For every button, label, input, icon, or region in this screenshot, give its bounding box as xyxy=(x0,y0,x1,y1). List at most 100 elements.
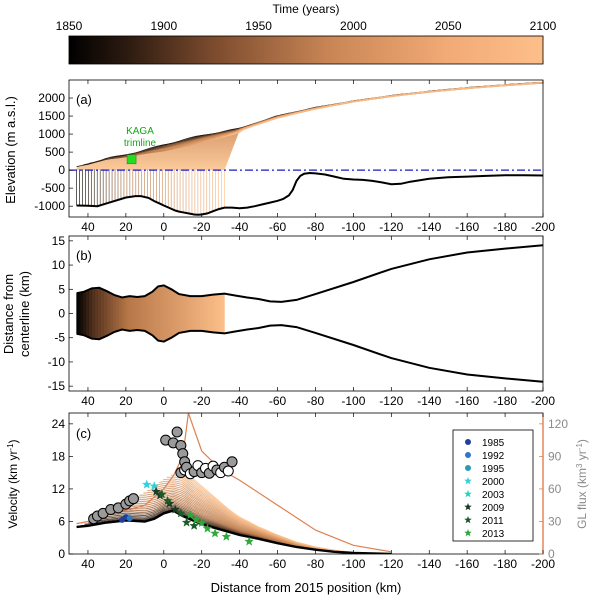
x-tick-label: -60 xyxy=(269,394,287,408)
x-tick-label: -160 xyxy=(455,394,479,408)
legend-label-2000: 2000 xyxy=(482,477,505,488)
surface-line xyxy=(202,83,539,143)
x-tick-label: 20 xyxy=(119,394,133,408)
panel-c: 40 20 0 -20 -40 -60 -80 -100 -120 -140 -160 -180 -20… xyxy=(6,412,590,595)
observed-point xyxy=(127,493,139,505)
legend-label-1985: 1985 xyxy=(482,438,505,449)
x-tick-label: -100 xyxy=(341,557,365,571)
legend-marker-1992 xyxy=(465,452,471,458)
x-tick-label: 0 xyxy=(160,220,167,234)
x-tick-label: -200 xyxy=(531,557,555,571)
colorbar-tick-2050: 2050 xyxy=(435,19,462,33)
panel-c-y-ticks: 24 18 12 6 0 xyxy=(52,417,73,561)
x-tick-label: -100 xyxy=(341,220,365,234)
surface-line xyxy=(183,81,543,147)
obs-2011-point xyxy=(157,489,167,499)
x-tick-label: -40 xyxy=(231,394,249,408)
panel-b-y-ticks: 15 10 5 0 -5 -10 -15 xyxy=(48,234,73,393)
panel-b-terminus-lines xyxy=(76,285,225,342)
surface-line xyxy=(221,82,541,138)
colorbar-tick-labels: 1850 1900 1950 2000 2050 2100 xyxy=(56,19,557,64)
panel-b-label: (b) xyxy=(76,248,92,263)
x-tick-label: 20 xyxy=(119,220,133,234)
y-tick-label: 0 xyxy=(58,547,65,561)
colorbar-tick-1950: 1950 xyxy=(245,19,272,33)
x-tick-label: -120 xyxy=(379,557,403,571)
observed-point xyxy=(226,456,238,468)
x-tick-label: -120 xyxy=(379,394,403,408)
observed-point xyxy=(222,465,234,477)
x-tick-label: -140 xyxy=(417,220,441,234)
y-tick-label: 12 xyxy=(52,482,66,496)
surface-line xyxy=(190,81,543,146)
x-tick-label: -60 xyxy=(269,220,287,234)
y-tick-label: 18 xyxy=(52,449,66,463)
kaga-trimline-marker xyxy=(126,154,137,165)
legend-label-1995: 1995 xyxy=(482,464,505,475)
panel-b-ylabel-line1: Distance from xyxy=(1,274,16,354)
y-tick-label: 6 xyxy=(58,514,65,528)
x-tick-label: -200 xyxy=(531,220,555,234)
panel-c-observations xyxy=(88,426,254,546)
x-tick-label: 0 xyxy=(160,557,167,571)
y-tick-label: 500 xyxy=(45,145,65,159)
y2-tick-label: 0 xyxy=(548,547,555,561)
panel-a: 40 20 0 -20 -40 -60 -80 -100 -120 -140 -160 -180 -20… xyxy=(3,79,555,234)
x-tick-label: -80 xyxy=(307,557,325,571)
x-tick-label: -200 xyxy=(531,394,555,408)
x-tick-label: -80 xyxy=(307,394,325,408)
panel-a-terminus-lines xyxy=(76,169,225,215)
legend-marker-2003 xyxy=(464,490,472,498)
obs-2009-point xyxy=(151,486,162,496)
legend-marker-2011 xyxy=(464,516,472,524)
panel-c-y2-ticks: 120 90 60 30 0 xyxy=(539,417,568,561)
x-tick-label: -100 xyxy=(341,394,365,408)
y2-tick-label: 90 xyxy=(548,449,562,463)
panel-a-surface-lines xyxy=(76,81,543,168)
obs-2000-point xyxy=(141,479,152,489)
colorbar-tick-1900: 1900 xyxy=(150,19,177,33)
panel-c-y2label: GL flux (km3 yr-1) xyxy=(575,439,590,529)
y2-tick-label: 120 xyxy=(548,417,568,431)
x-tick-label: -80 xyxy=(307,220,325,234)
obs-2013-point xyxy=(191,514,201,524)
surface-line xyxy=(228,82,542,136)
obs-2013-point xyxy=(244,536,254,546)
colorbar-tick-1850: 1850 xyxy=(56,19,83,33)
legend-marker-2013 xyxy=(464,529,472,537)
x-tick-label: -180 xyxy=(493,394,517,408)
x-tick-label: 20 xyxy=(119,557,133,571)
x-tick-label: -160 xyxy=(455,557,479,571)
panel-a-label: (a) xyxy=(76,92,92,107)
obs-2013-point xyxy=(185,509,196,520)
y-tick-label: 5 xyxy=(58,282,65,296)
panel-b: 40 20 0 -20 -40 -60 -80 -100 -120 -140 -160 -180 -20… xyxy=(1,234,555,408)
x-tick-label: -40 xyxy=(231,220,249,234)
x-tick-label: -20 xyxy=(193,394,211,408)
legend-label-2009: 2009 xyxy=(482,503,505,514)
x-tick-label: -20 xyxy=(193,220,211,234)
x-tick-label: -140 xyxy=(417,394,441,408)
obs-2011-point xyxy=(181,517,192,527)
obs-2013-point xyxy=(221,531,232,541)
y-tick-label: -15 xyxy=(48,379,66,393)
x-tick-label: -140 xyxy=(417,557,441,571)
surface-line xyxy=(215,82,540,140)
y-tick-label: -10 xyxy=(48,355,66,369)
legend-marker-2009 xyxy=(464,503,472,511)
panel-b-x-ticks: 40 20 0 -20 -40 -60 -80 -100 -120 -140 -160 -180 -20… xyxy=(81,236,555,408)
panel-a-y-ticks: 2000 1500 1000 500 0 -500 -1000 xyxy=(34,91,73,213)
obs-2009-point xyxy=(170,504,181,514)
legend-marker-1985 xyxy=(465,439,471,445)
legend-label-2003: 2003 xyxy=(482,490,505,501)
x-tick-label: -20 xyxy=(193,557,211,571)
legend-label-2011: 2011 xyxy=(482,516,504,527)
x-tick-label: -40 xyxy=(231,557,249,571)
y-tick-label: 1000 xyxy=(38,127,65,141)
surface-line xyxy=(209,83,540,141)
obs-2013-point xyxy=(210,528,220,538)
colorbar-tick-2100: 2100 xyxy=(530,19,557,33)
y-tick-label: 0 xyxy=(58,163,65,177)
panel-a-surface-envelope xyxy=(76,82,543,171)
